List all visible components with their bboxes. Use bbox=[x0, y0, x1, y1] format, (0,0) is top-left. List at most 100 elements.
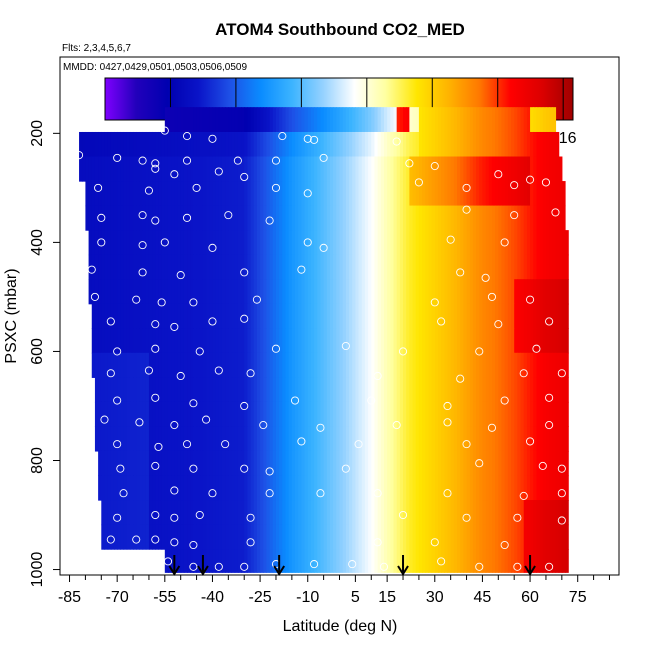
heatmap-cell bbox=[231, 475, 236, 501]
heatmap-cell bbox=[282, 131, 287, 158]
heatmap-cell bbox=[269, 181, 274, 207]
heatmap-cell bbox=[212, 156, 217, 182]
heatmap-cell bbox=[136, 450, 141, 477]
heatmap-cell bbox=[215, 352, 220, 378]
heatmap-cell bbox=[377, 401, 382, 428]
heatmap-cell bbox=[364, 254, 369, 280]
heatmap-cell bbox=[269, 156, 274, 182]
heatmap-cell bbox=[209, 524, 214, 550]
heatmap-cell bbox=[536, 254, 541, 280]
heatmap-cell bbox=[517, 401, 522, 428]
heatmap-cell bbox=[555, 205, 560, 231]
heatmap-cell bbox=[272, 352, 277, 378]
heatmap-cell bbox=[349, 205, 353, 231]
heatmap-cell bbox=[415, 156, 420, 182]
heatmap-cell bbox=[304, 107, 309, 133]
heatmap-cell bbox=[272, 500, 277, 526]
flight-track-point bbox=[446, 235, 455, 244]
heatmap-cell bbox=[498, 549, 503, 573]
heatmap-cell bbox=[555, 352, 560, 378]
heatmap-cell bbox=[374, 205, 379, 231]
heatmap-cell bbox=[339, 450, 344, 477]
heatmap-cell bbox=[171, 279, 175, 305]
heatmap-cell bbox=[250, 450, 255, 477]
heatmap-cell bbox=[447, 500, 452, 526]
heatmap-cell bbox=[511, 279, 515, 305]
heatmap-cell bbox=[342, 230, 347, 256]
heatmap-cell bbox=[339, 156, 344, 182]
heatmap-cell bbox=[561, 254, 566, 280]
heatmap-cell bbox=[139, 524, 144, 550]
heatmap-cell bbox=[320, 500, 325, 526]
heatmap-cell bbox=[460, 205, 464, 231]
heatmap-cell bbox=[523, 377, 528, 403]
heatmap-cell bbox=[387, 328, 391, 354]
heatmap-cell bbox=[549, 181, 553, 207]
heatmap-cell bbox=[498, 426, 503, 452]
heatmap-cell bbox=[212, 377, 217, 403]
heatmap-cell bbox=[241, 475, 245, 501]
heatmap-cell bbox=[272, 230, 277, 256]
heatmap-cell bbox=[231, 377, 236, 403]
heatmap-cell bbox=[549, 549, 553, 573]
heatmap-cell bbox=[387, 279, 391, 305]
heatmap-cell bbox=[412, 205, 417, 231]
heatmap-cell bbox=[418, 426, 423, 452]
heatmap-cell bbox=[110, 279, 115, 305]
flight-track-point bbox=[144, 366, 153, 375]
heatmap-cell bbox=[517, 156, 522, 182]
heatmap-cell bbox=[450, 181, 455, 207]
heatmap-cell bbox=[295, 549, 299, 573]
heatmap-cell bbox=[444, 475, 449, 501]
heatmap-cell bbox=[447, 426, 452, 452]
heatmap-cell bbox=[415, 549, 420, 573]
flight-track-point bbox=[113, 513, 122, 522]
heatmap-cell bbox=[352, 156, 356, 182]
heatmap-cell bbox=[326, 377, 331, 403]
heatmap-cell bbox=[275, 500, 280, 526]
flight-track-point bbox=[541, 178, 550, 187]
heatmap-cell bbox=[523, 450, 528, 477]
heatmap-cell bbox=[396, 377, 401, 403]
heatmap-cell bbox=[530, 156, 534, 182]
heatmap-cell bbox=[482, 450, 487, 477]
heatmap-cell bbox=[209, 131, 214, 158]
heatmap-cell bbox=[133, 156, 137, 182]
heatmap-cell bbox=[479, 377, 484, 403]
heatmap-cell bbox=[291, 328, 296, 354]
heatmap-cell bbox=[98, 426, 102, 452]
heatmap-cell bbox=[390, 524, 395, 550]
heatmap-cell bbox=[177, 131, 182, 158]
heatmap-cell bbox=[517, 205, 522, 231]
heatmap-cell bbox=[479, 401, 484, 428]
heatmap-cell bbox=[488, 230, 493, 256]
heatmap-cell bbox=[463, 156, 468, 182]
heatmap-cell bbox=[110, 181, 115, 207]
heatmap-cell bbox=[364, 426, 369, 452]
heatmap-cell bbox=[469, 254, 474, 280]
flight-track-point bbox=[519, 491, 528, 500]
heatmap-cell bbox=[161, 254, 166, 280]
heatmap-cell bbox=[539, 377, 544, 403]
heatmap-cell bbox=[342, 254, 347, 280]
heatmap-cell bbox=[285, 450, 290, 477]
heatmap-cell bbox=[387, 401, 391, 428]
heatmap-cell bbox=[272, 205, 277, 231]
heatmap-cell bbox=[368, 254, 372, 280]
heatmap-cell bbox=[434, 401, 439, 428]
heatmap-cell bbox=[364, 205, 369, 231]
flight-track-point bbox=[392, 421, 401, 430]
heatmap-cell bbox=[453, 475, 458, 501]
flight-track-point bbox=[316, 423, 325, 432]
heatmap-cell bbox=[530, 500, 534, 526]
heatmap-cell bbox=[342, 131, 347, 158]
heatmap-cell bbox=[441, 377, 445, 403]
heatmap-cell bbox=[422, 450, 426, 477]
heatmap-cell bbox=[215, 230, 220, 256]
heatmap-cell bbox=[345, 205, 350, 231]
heatmap-cell bbox=[422, 181, 426, 207]
heatmap-cell bbox=[561, 181, 566, 207]
heatmap-cell bbox=[450, 107, 455, 133]
heatmap-cell bbox=[117, 181, 121, 207]
heatmap-cell bbox=[412, 181, 417, 207]
